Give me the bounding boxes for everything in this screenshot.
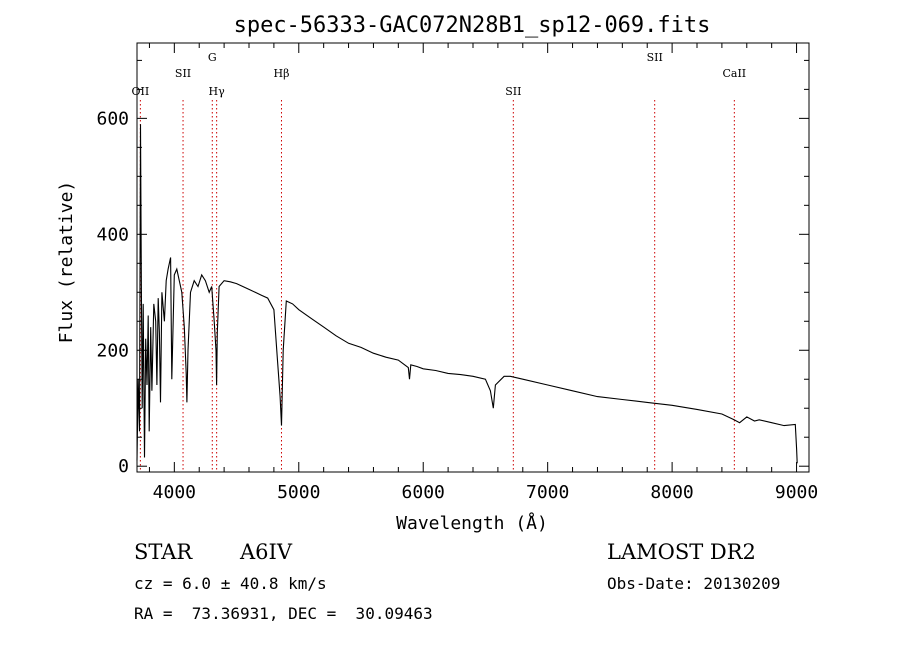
y-axis: 0 200 400 600 xyxy=(96,59,809,477)
chart-title: spec-56333-GAC072N28B1_sp12-069.fits xyxy=(234,13,711,38)
y-tick-label: 200 xyxy=(96,340,129,361)
marker-label: SII xyxy=(175,67,191,80)
x-tick-label: 6000 xyxy=(402,482,445,503)
x-tick-label: 4000 xyxy=(153,482,196,503)
coordinates: RA = 73.36931, DEC = 30.09463 xyxy=(134,604,433,623)
y-tick-label: 0 xyxy=(118,456,129,477)
marker-label: SII xyxy=(647,51,663,64)
marker-label: OII xyxy=(132,85,150,98)
y-axis-label: Flux (relative) xyxy=(56,181,77,344)
redshift-info: cz = 6.0 ± 40.8 km/s xyxy=(134,574,327,593)
survey-name: LAMOST DR2 xyxy=(607,540,756,564)
x-tick-label: 5000 xyxy=(277,482,320,503)
spectrum-line xyxy=(136,124,798,464)
obs-date: Obs-Date: 20130209 xyxy=(607,574,780,593)
marker-label: Hβ xyxy=(274,67,290,80)
y-tick-label: 600 xyxy=(96,108,129,129)
y-tick-label: 400 xyxy=(96,224,129,245)
marker-label: SII xyxy=(505,85,521,98)
object-class: STAR xyxy=(134,540,193,564)
x-tick-label: 8000 xyxy=(650,482,693,503)
object-subclass: A6IV xyxy=(239,540,293,564)
x-axis: 4000 5000 6000 7000 8000 9000 xyxy=(148,43,818,503)
x-tick-label: 7000 xyxy=(526,482,569,503)
marker-label: Hγ xyxy=(209,85,226,98)
x-tick-label: 9000 xyxy=(775,482,818,503)
marker-label: G xyxy=(208,51,217,64)
plot-frame xyxy=(136,42,810,473)
marker-label: CaII xyxy=(722,67,746,80)
x-axis-label: Wavelength (Å) xyxy=(396,512,548,534)
line-markers: OII SII G Hγ Hβ SII SII CaII xyxy=(132,51,746,472)
